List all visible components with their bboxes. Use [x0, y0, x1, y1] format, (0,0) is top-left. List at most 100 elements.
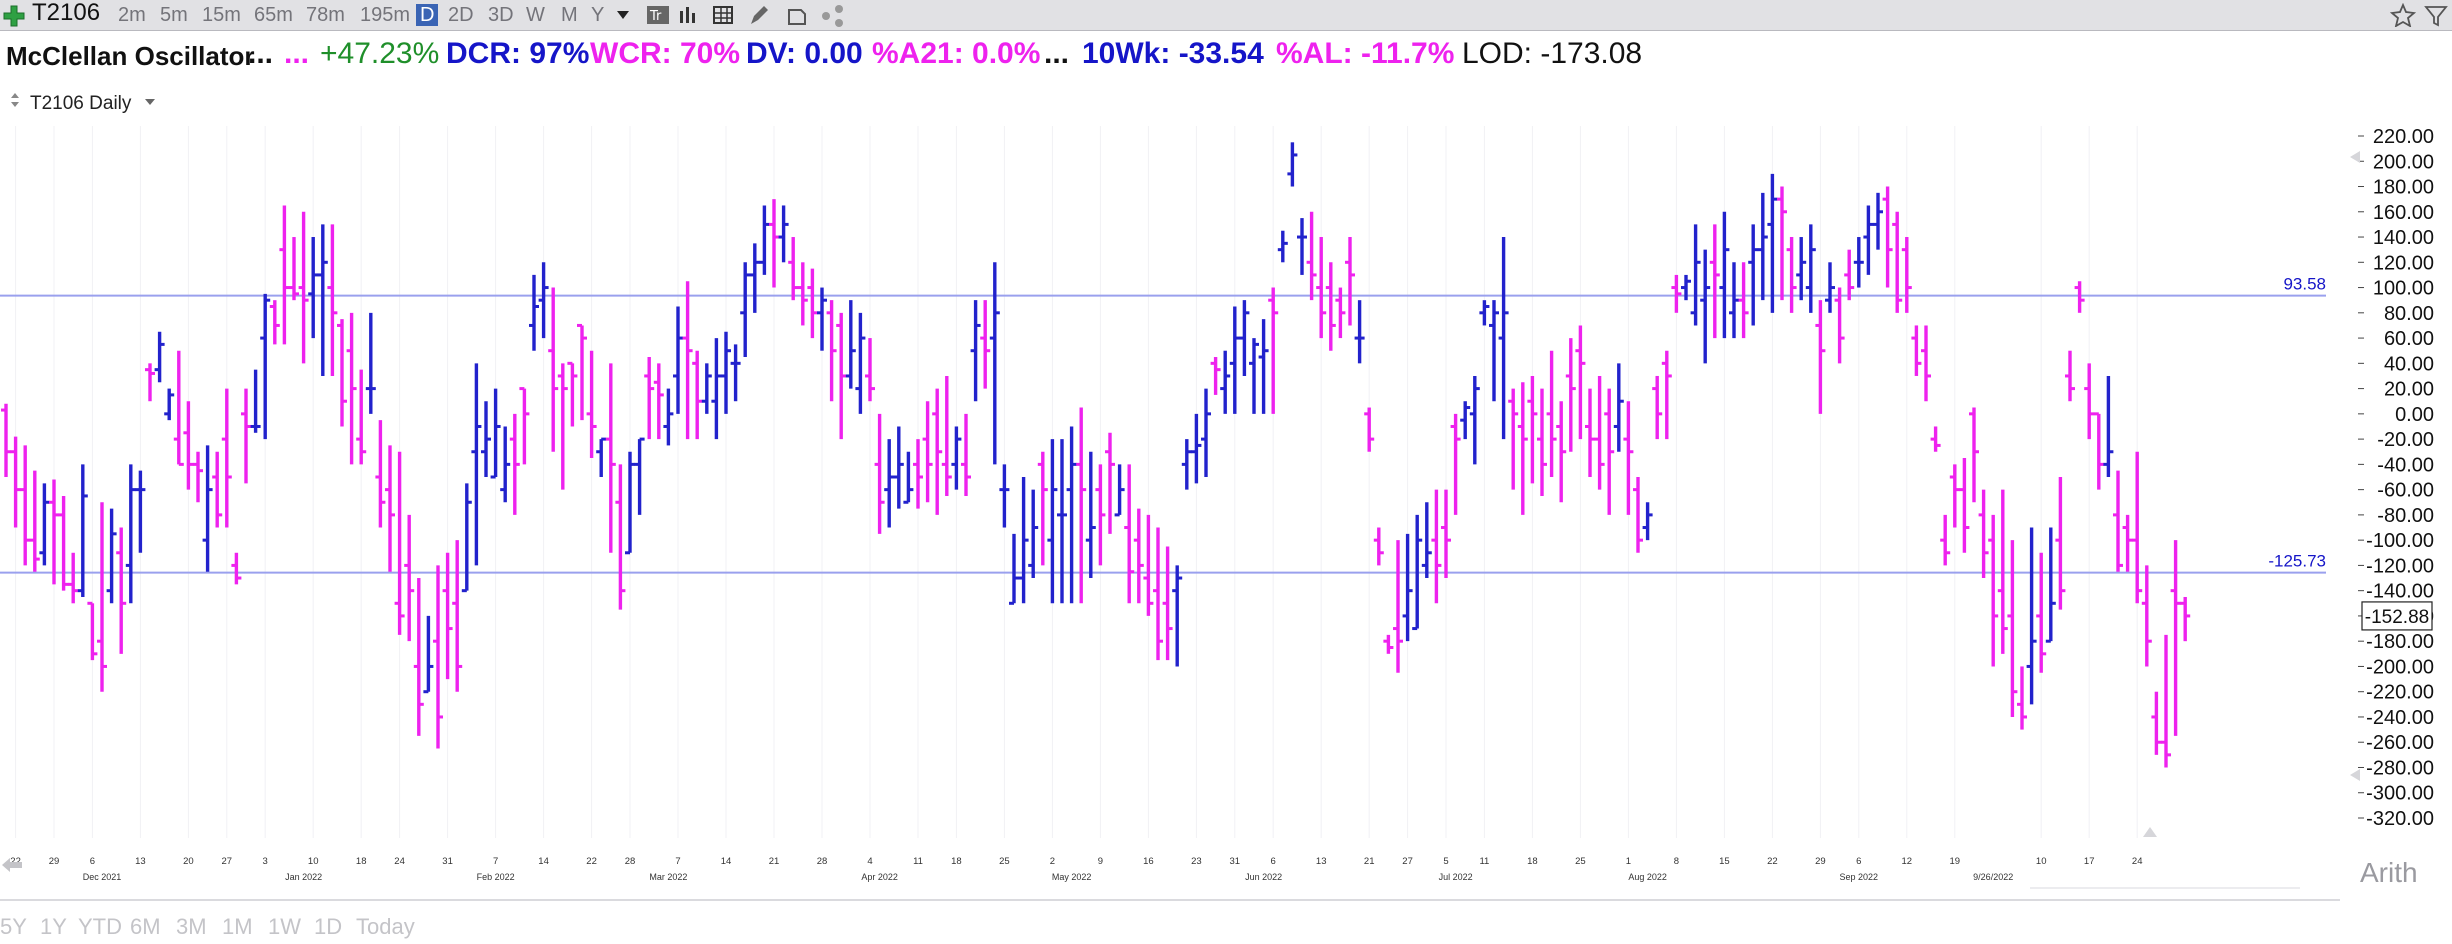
y-tick-label: 20.00 [2384, 379, 2434, 401]
x-month-label: Jun 2022 [1245, 872, 1282, 882]
ohlc-bars [1, 142, 2191, 768]
timeframe-78m[interactable]: 78m [306, 4, 345, 26]
star-icon[interactable] [2390, 3, 2416, 27]
x-month-label: Feb 2022 [477, 872, 515, 882]
x-month-label: Dec 2021 [83, 872, 122, 882]
x-day-label: 6 [1271, 856, 1276, 867]
info-dots-3: ... [1044, 37, 1070, 70]
x-day-label: 3 [263, 856, 268, 867]
x-day-label: 21 [769, 856, 780, 867]
timeframe-15m[interactable]: 15m [202, 4, 241, 26]
range-1y[interactable]: 1Y [40, 914, 67, 939]
x-day-label: 21 [1364, 856, 1375, 867]
y-tick-label: -320.00 [2366, 808, 2434, 830]
timeframe-m[interactable]: M [561, 4, 578, 26]
x-day-label: 14 [538, 856, 549, 867]
table-icon[interactable] [712, 5, 736, 27]
x-day-label: 18 [356, 856, 367, 867]
timeframe-d[interactable]: D [416, 4, 439, 26]
pencil-icon[interactable] [748, 5, 770, 27]
add-symbol-icon[interactable] [3, 5, 25, 27]
x-day-label: 28 [817, 856, 828, 867]
filter-icon[interactable] [2424, 5, 2450, 27]
x-day-label: 6 [90, 856, 95, 867]
top-toolbar: T2106 2m 5m 15m 65m 78m 195m D 2D 3D W M… [0, 0, 2452, 31]
info-dcr: DCR: 97% [446, 37, 590, 70]
x-day-label: 11 [1479, 856, 1489, 867]
x-day-label: 2 [1050, 856, 1055, 867]
collapse-arrow-icon[interactable] [2350, 769, 2360, 781]
x-month-label: Apr 2022 [861, 872, 898, 882]
y-tick-label: -60.00 [2377, 480, 2434, 502]
text-tool-icon[interactable]: Tr [646, 5, 670, 25]
timeframe-y[interactable]: Y [591, 4, 605, 26]
info-10wk: 10Wk: -33.54 [1082, 37, 1264, 70]
panel-label[interactable]: T2106 Daily [11, 93, 155, 114]
drag-handle-icon[interactable] [11, 93, 19, 107]
x-day-label: 16 [1143, 856, 1154, 867]
range-today[interactable]: Today [356, 914, 415, 939]
x-day-label: 9 [1098, 856, 1103, 867]
timeframe-w[interactable]: W [526, 4, 545, 26]
timeframe-5m[interactable]: 5m [160, 4, 188, 26]
y-tick-label: 120.00 [2373, 252, 2434, 274]
range-1w[interactable]: 1W [268, 914, 301, 939]
y-tick-label: -300.00 [2366, 783, 2434, 805]
share-icon[interactable] [820, 4, 846, 28]
mcclellan-oscillator-chart[interactable]: 93.58-125.73 220.00200.00180.00160.00140… [0, 78, 2452, 902]
y-tick-label: -140.00 [2366, 581, 2434, 603]
range-1m[interactable]: 1M [222, 914, 253, 939]
timeframe-2m[interactable]: 2m [118, 4, 146, 26]
reference-line-label: 93.58 [2283, 275, 2326, 294]
x-day-label: 15 [1719, 856, 1730, 867]
x-day-label: 27 [1402, 856, 1413, 867]
scroll-back-icon[interactable] [2, 858, 22, 872]
range-ytd[interactable]: YTD [78, 914, 122, 939]
range-1d[interactable]: 1D [314, 914, 343, 939]
scale-mode[interactable]: Arith [2360, 857, 2418, 888]
timeframe-3d[interactable]: 3D [488, 4, 514, 26]
timeframe-65m[interactable]: 65m [254, 4, 293, 26]
y-tick-label: 140.00 [2373, 227, 2434, 249]
x-day-label: 27 [222, 856, 233, 867]
bar-chart-icon[interactable] [678, 5, 700, 25]
x-day-label: 6 [1856, 856, 1861, 867]
x-day-label: 24 [394, 856, 405, 867]
timeframe-2d[interactable]: 2D [448, 4, 474, 26]
y-tick-label: -120.00 [2366, 555, 2434, 577]
y-tick-label: -260.00 [2366, 732, 2434, 754]
x-day-label: 7 [675, 856, 680, 867]
x-day-label: 13 [135, 856, 146, 867]
x-day-label: 20 [183, 856, 194, 867]
y-tick-label: -20.00 [2377, 429, 2434, 451]
chevron-down-icon[interactable] [145, 99, 155, 105]
y-tick-label: -100.00 [2366, 530, 2434, 552]
chevron-down-icon[interactable] [616, 10, 630, 20]
y-tick-label: 180.00 [2373, 177, 2434, 199]
y-tick-label: -280.00 [2366, 757, 2434, 779]
y-tick-label: 60.00 [2384, 328, 2434, 350]
x-day-label: 18 [1527, 856, 1538, 867]
y-tick-label: -80.00 [2377, 505, 2434, 527]
x-day-label: 22 [586, 856, 597, 867]
y-tick-label: 220.00 [2373, 126, 2434, 148]
range-6m[interactable]: 6M [130, 914, 161, 939]
reference-lines: 93.58 -125.73 [0, 275, 2326, 574]
notes-icon[interactable] [786, 5, 808, 27]
info-a21: %A21: 0.0% [872, 37, 1041, 70]
symbol-field[interactable]: T2106 [32, 0, 101, 26]
collapse-arrow-icon[interactable] [2350, 151, 2360, 163]
panel-title: T2106 Daily [30, 93, 132, 114]
info-dots-1: ... [248, 37, 274, 70]
range-bar [0, 902, 2452, 944]
x-day-label: 13 [1316, 856, 1327, 867]
range-5y[interactable]: 5Y [0, 914, 27, 939]
y-tick-label: 40.00 [2384, 353, 2434, 375]
current-price-box [2361, 601, 2433, 631]
timeframe-195m[interactable]: 195m [360, 4, 411, 26]
x-month-label: Aug 2022 [1628, 872, 1667, 882]
expand-arrow-icon[interactable] [2143, 827, 2157, 837]
current-price-label: -152.88 [2365, 607, 2429, 628]
range-3m[interactable]: 3M [176, 914, 207, 939]
y-tick-label: -180.00 [2366, 631, 2434, 653]
